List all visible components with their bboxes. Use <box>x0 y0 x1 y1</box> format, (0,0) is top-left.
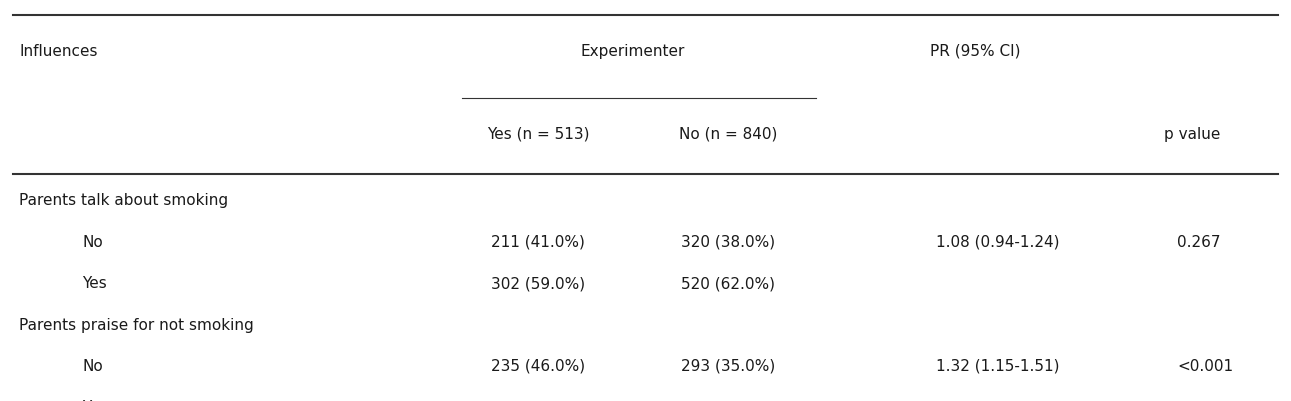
Text: Yes: Yes <box>83 275 107 290</box>
Text: 293 (35.0%): 293 (35.0%) <box>680 358 775 373</box>
Text: PR (95% CI): PR (95% CI) <box>930 44 1021 59</box>
Text: 278 (54.0%): 278 (54.0%) <box>491 399 585 401</box>
Text: Influences: Influences <box>19 44 98 59</box>
Text: 547 (65.0%): 547 (65.0%) <box>680 399 775 401</box>
Text: 0.267: 0.267 <box>1177 234 1220 249</box>
Text: Yes (n = 513): Yes (n = 513) <box>487 126 589 141</box>
Text: 1.08 (0.94-1.24): 1.08 (0.94-1.24) <box>936 234 1060 249</box>
Text: <0.001: <0.001 <box>1177 358 1233 373</box>
Text: 520 (62.0%): 520 (62.0%) <box>680 275 775 290</box>
Text: Experimenter: Experimenter <box>581 44 686 59</box>
Text: 211 (41.0%): 211 (41.0%) <box>491 234 585 249</box>
Text: 235 (46.0%): 235 (46.0%) <box>491 358 585 373</box>
Text: No (n = 840): No (n = 840) <box>679 126 777 141</box>
Text: No: No <box>83 358 103 373</box>
Text: 302 (59.0%): 302 (59.0%) <box>491 275 585 290</box>
Text: 1.32 (1.15-1.51): 1.32 (1.15-1.51) <box>936 358 1060 373</box>
Text: Parents praise for not smoking: Parents praise for not smoking <box>19 317 254 332</box>
Text: No: No <box>83 234 103 249</box>
Text: 320 (38.0%): 320 (38.0%) <box>680 234 775 249</box>
Text: p value: p value <box>1164 126 1220 141</box>
Text: Parents talk about smoking: Parents talk about smoking <box>19 193 229 208</box>
Text: Yes: Yes <box>83 399 107 401</box>
